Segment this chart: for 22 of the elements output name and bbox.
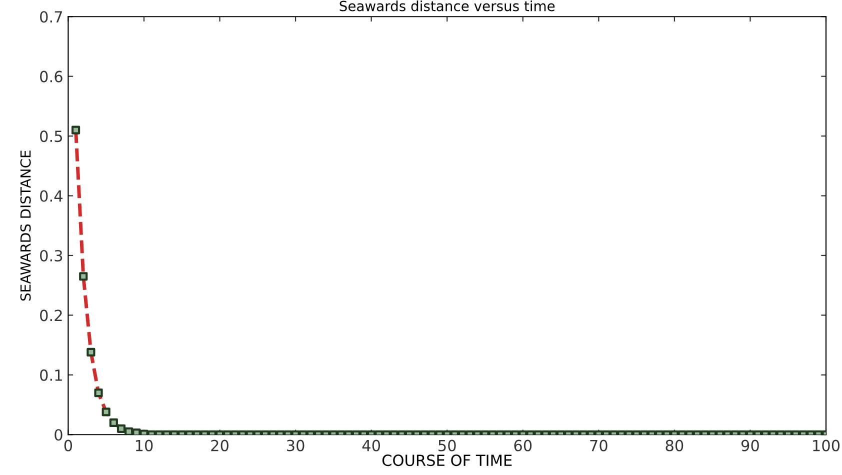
x-tick-label: 50 [438,440,456,452]
x-tick-label: 100 [813,440,840,452]
x-axis-title: COURSE OF TIME [382,454,512,466]
y-tick-label: 0.7 [40,11,62,23]
x-tick-label: 0 [64,440,72,452]
x-tick-label: 40 [362,440,380,452]
x-tick-label: 10 [136,440,153,452]
y-tick-label: 0.4 [40,190,62,202]
x-tick-label: 80 [666,440,684,452]
y-tick-label: 0.5 [40,130,62,142]
x-tick-label: 90 [741,440,759,452]
x-tick-label: 30 [286,440,304,452]
y-axis-title: SEAWARDS DISTANCE [20,150,31,301]
x-tick-label: 60 [514,440,532,452]
chart-title: Seawards distance versus time [340,0,555,12]
y-tick-label: 0.3 [40,250,62,262]
y-tick-label: 0.6 [40,70,62,82]
y-tick-label: 0.1 [40,369,62,381]
x-tick-label: 70 [590,440,608,452]
y-tick-label: 0 [54,429,62,441]
y-tick-label: 0.2 [40,310,62,322]
x-tick-label: 20 [211,440,228,452]
